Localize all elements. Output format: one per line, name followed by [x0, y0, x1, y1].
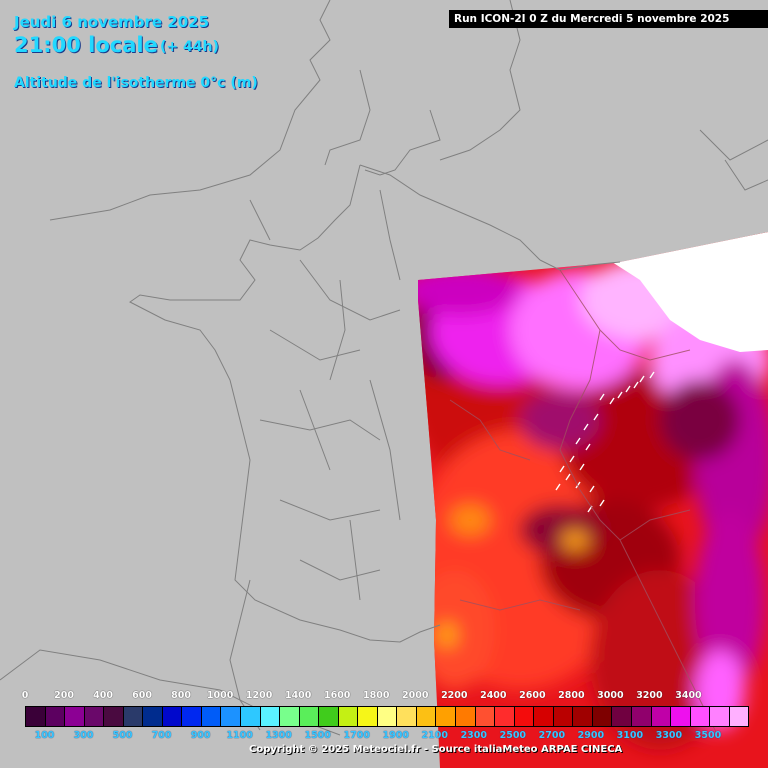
- legend-tick-label: 200: [54, 690, 74, 701]
- legend-tick-label: 0: [21, 690, 29, 701]
- legend-tick-label: 3500: [694, 730, 722, 741]
- legend-swatch: [671, 707, 691, 726]
- legend-swatch: [143, 707, 163, 726]
- legend-tick-label: 2000: [402, 690, 429, 701]
- legend-swatch: [319, 707, 339, 726]
- legend-tick-label: 3200: [636, 690, 663, 701]
- map-borders: [0, 0, 768, 736]
- legend-swatch: [299, 707, 320, 726]
- legend-tick-label: 1600: [323, 690, 351, 701]
- legend-swatch: [358, 707, 378, 726]
- legend-tick-label: 3400: [675, 690, 702, 701]
- legend-tick-label: 1700: [343, 730, 370, 741]
- legend-swatch: [495, 707, 515, 726]
- legend-tick-label: 2100: [421, 730, 449, 741]
- legend-swatch: [573, 707, 593, 726]
- legend-swatch: [104, 707, 124, 726]
- map-variable-title: Altitude de l'isotherme 0°c (m): [14, 75, 258, 91]
- legend-swatch: [651, 707, 672, 726]
- legend-tick-label: 2900: [577, 730, 605, 741]
- legend-swatch: [260, 707, 281, 726]
- legend-tick-label: 2500: [499, 730, 527, 741]
- legend-swatch: [84, 707, 105, 726]
- legend-tick-label: 2600: [519, 690, 546, 701]
- legend-swatch: [456, 707, 476, 726]
- legend-swatch: [690, 707, 711, 726]
- legend-tick-label: 2800: [558, 690, 585, 701]
- legend-tick-label: 1100: [226, 730, 253, 741]
- legend-swatch: [729, 707, 749, 726]
- legend-tick-label: 100: [34, 730, 55, 741]
- forecast-time: 21:00 locale: [14, 33, 158, 57]
- legend-tick-label: 1000: [206, 690, 234, 701]
- legend-tick-label: 400: [93, 690, 113, 701]
- legend-swatch: [397, 707, 417, 726]
- legend-swatch: [514, 707, 535, 726]
- legend-tick-label: 2400: [480, 690, 507, 701]
- alps-markers: [555, 371, 655, 513]
- legend-swatch: [475, 707, 496, 726]
- legend-tick-label: 2200: [441, 690, 468, 701]
- color-legend: 0 200 400 600 800 1000 1200 1400 1600 1800 2000 220…: [0, 688, 768, 768]
- isotherm-field: [418, 232, 768, 768]
- legend-tick-label: 2700: [538, 730, 566, 741]
- legend-tick-label: 500: [112, 730, 133, 741]
- legend-tick-label: 3100: [616, 730, 644, 741]
- legend-swatch: [65, 707, 85, 726]
- legend-swatch: [631, 707, 652, 726]
- legend-swatch: [201, 707, 222, 726]
- legend-swatch: [280, 707, 300, 726]
- legend-swatch: [612, 707, 632, 726]
- legend-tick-label: 1800: [363, 690, 390, 701]
- legend-swatch: [416, 707, 437, 726]
- legend-swatch: [162, 707, 183, 726]
- forecast-lead-time: (+ 44h): [160, 39, 219, 55]
- legend-tick-label: 1900: [382, 730, 409, 741]
- legend-tick-label: 800: [171, 690, 192, 701]
- legend-tick-label: 3000: [597, 690, 624, 701]
- legend-swatch: [553, 707, 574, 726]
- legend-swatch: [123, 707, 144, 726]
- legend-swatch: [710, 707, 730, 726]
- legend-tick-label: 1400: [284, 690, 312, 701]
- legend-tick-label: 3300: [655, 730, 683, 741]
- legend-tick-label: 1200: [245, 690, 273, 701]
- legend-tick-label: 700: [151, 730, 172, 741]
- legend-tick-label: 300: [73, 730, 94, 741]
- legend-tick-label: 2300: [460, 730, 488, 741]
- model-run-banner: Run ICON-2I 0 Z du Mercredi 5 novembre 2…: [449, 10, 768, 28]
- legend-swatch: [592, 707, 613, 726]
- legend-swatch: [436, 707, 457, 726]
- legend-swatch: [338, 707, 359, 726]
- legend-tick-label: 1500: [304, 730, 331, 741]
- legend-swatch: [26, 707, 46, 726]
- legend-swatch: [182, 707, 202, 726]
- copyright-notice: Copyright © 2025 Meteociel.fr - Source i…: [249, 744, 623, 755]
- forecast-date: Jeudi 6 novembre 2025: [14, 13, 210, 31]
- legend-swatch: [241, 707, 261, 726]
- legend-swatch: [534, 707, 554, 726]
- legend-color-bar: [25, 706, 749, 727]
- legend-tick-label: 900: [190, 730, 211, 741]
- legend-tick-label: 1300: [265, 730, 292, 741]
- legend-swatch: [377, 707, 398, 726]
- legend-tick-label: 600: [132, 690, 152, 701]
- legend-swatch: [221, 707, 242, 726]
- legend-swatch: [45, 707, 66, 726]
